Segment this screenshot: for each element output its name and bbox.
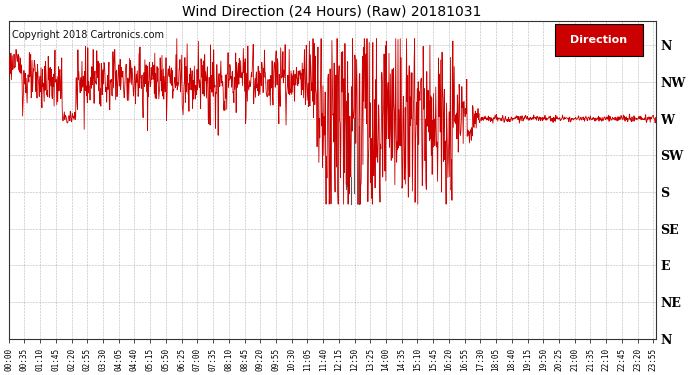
Text: Direction: Direction: [571, 35, 627, 45]
Title: Wind Direction (24 Hours) (Raw) 20181031: Wind Direction (24 Hours) (Raw) 20181031: [182, 4, 482, 18]
FancyBboxPatch shape: [555, 24, 642, 56]
Text: Copyright 2018 Cartronics.com: Copyright 2018 Cartronics.com: [12, 30, 164, 40]
